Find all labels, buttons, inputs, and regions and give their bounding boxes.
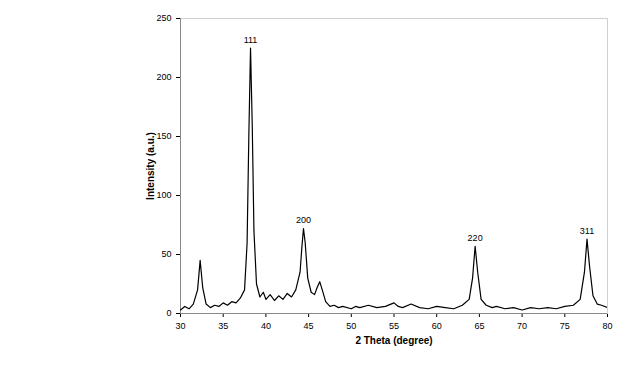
svg-text:Intensity (a.u.): Intensity (a.u.) [145, 132, 156, 200]
svg-text:80: 80 [602, 321, 612, 331]
svg-text:30: 30 [175, 321, 185, 331]
svg-text:100: 100 [156, 190, 171, 200]
svg-text:60: 60 [432, 321, 442, 331]
svg-text:50: 50 [346, 321, 356, 331]
svg-text:0: 0 [166, 308, 171, 318]
svg-text:150: 150 [156, 131, 171, 141]
svg-text:55: 55 [389, 321, 399, 331]
svg-text:40: 40 [261, 321, 271, 331]
svg-text:311: 311 [580, 226, 594, 236]
svg-text:70: 70 [517, 321, 527, 331]
svg-text:111: 111 [244, 35, 258, 45]
svg-text:2 Theta (degree): 2 Theta (degree) [355, 335, 432, 346]
svg-text:45: 45 [304, 321, 314, 331]
svg-text:65: 65 [474, 321, 484, 331]
svg-text:50: 50 [161, 249, 171, 259]
svg-text:220: 220 [468, 233, 483, 243]
svg-text:250: 250 [156, 13, 171, 23]
svg-text:35: 35 [218, 321, 228, 331]
svg-text:75: 75 [560, 321, 570, 331]
svg-text:200: 200 [296, 215, 311, 225]
svg-text:200: 200 [156, 72, 171, 82]
